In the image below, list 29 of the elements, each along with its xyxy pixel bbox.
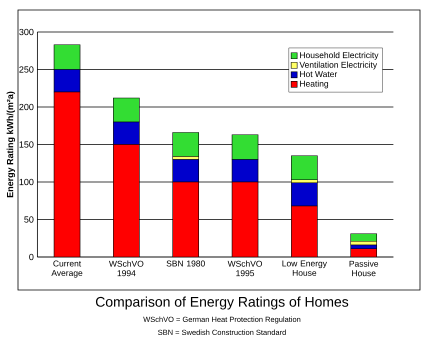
bar — [172, 182, 200, 257]
bar — [113, 144, 140, 257]
x-tick-label: WSchVO 1994 — [109, 260, 144, 276]
y-tick-label: 50 — [24, 216, 34, 223]
y-tick-label: 150 — [20, 141, 34, 148]
y-tick-label: 100 — [20, 178, 34, 186]
y-tick-label: 200 — [19, 104, 34, 110]
bar — [291, 206, 318, 257]
legend-label: Heating — [300, 80, 328, 88]
x-tick-label: Low Energy House — [282, 260, 327, 276]
bar — [172, 132, 200, 157]
x-tick-label: WSchVO 1995 — [228, 260, 262, 276]
text: Comparison of Energy Ratings of Homes — [96, 296, 348, 310]
bar — [54, 92, 80, 257]
bar — [291, 155, 318, 180]
legend-label: Household Electricity — [300, 52, 378, 60]
bar — [291, 182, 318, 206]
y-axis-title: Energy Rating kWh/(m²a) — [6, 92, 16, 198]
y-tick-label: 250 — [19, 66, 34, 73]
x-tick-label: SBN 1980 — [166, 260, 205, 267]
legend-label: Ventilation Electricity — [299, 62, 378, 70]
bar — [232, 182, 258, 257]
x-tick-label: Current Average — [51, 260, 82, 278]
x-tick-label: Passive House — [350, 260, 378, 276]
bar — [350, 233, 378, 242]
legend-label: Hot Water — [300, 71, 338, 78]
y-tick-label: 0 — [29, 254, 34, 260]
bar — [172, 159, 200, 182]
y-tick-label: 300 — [19, 28, 34, 36]
